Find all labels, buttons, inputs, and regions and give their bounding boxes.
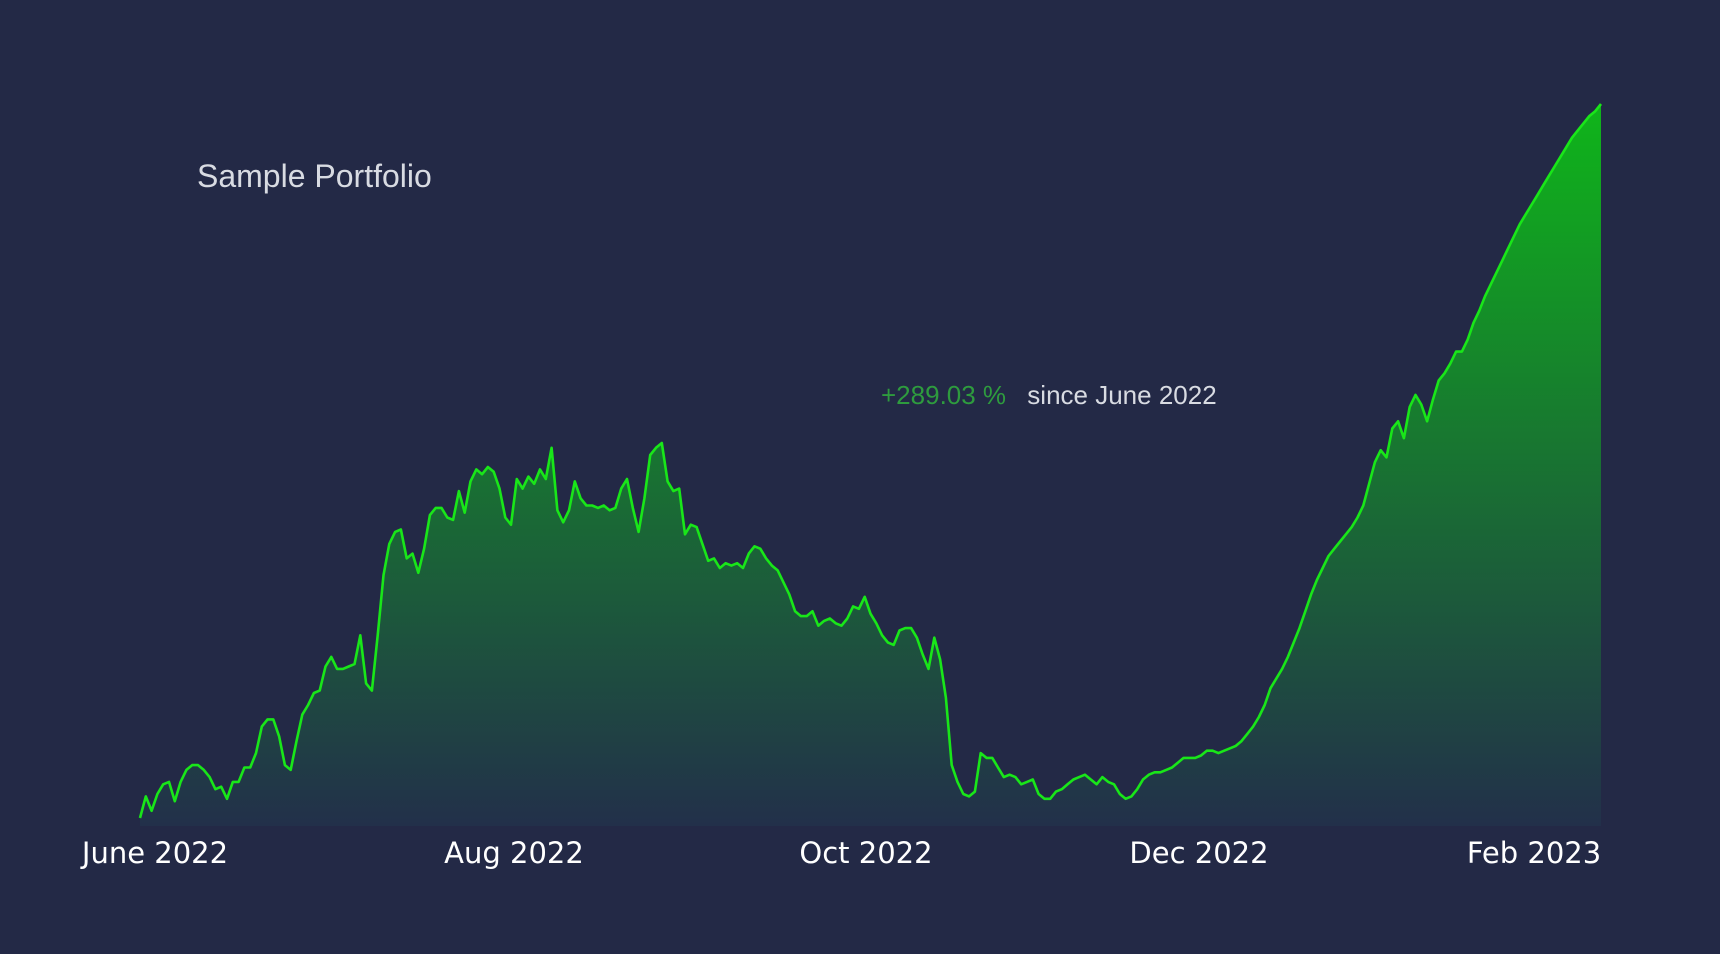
x-tick-label: Feb 2023 <box>1466 836 1602 870</box>
x-tick-label: Aug 2022 <box>444 836 584 870</box>
series-line <box>138 103 1603 819</box>
performance-annotation: +289.03 % since June 2022 <box>881 380 1217 411</box>
change-percent: +289.03 % <box>881 380 1007 410</box>
change-caption: since June 2022 <box>1027 380 1217 410</box>
x-tick-label: June 2022 <box>81 836 229 870</box>
series-area <box>140 104 1601 826</box>
chart-title: Sample Portfolio <box>197 158 432 194</box>
x-tick-label: Dec 2022 <box>1129 836 1269 870</box>
x-tick-label: Oct 2022 <box>799 836 933 870</box>
